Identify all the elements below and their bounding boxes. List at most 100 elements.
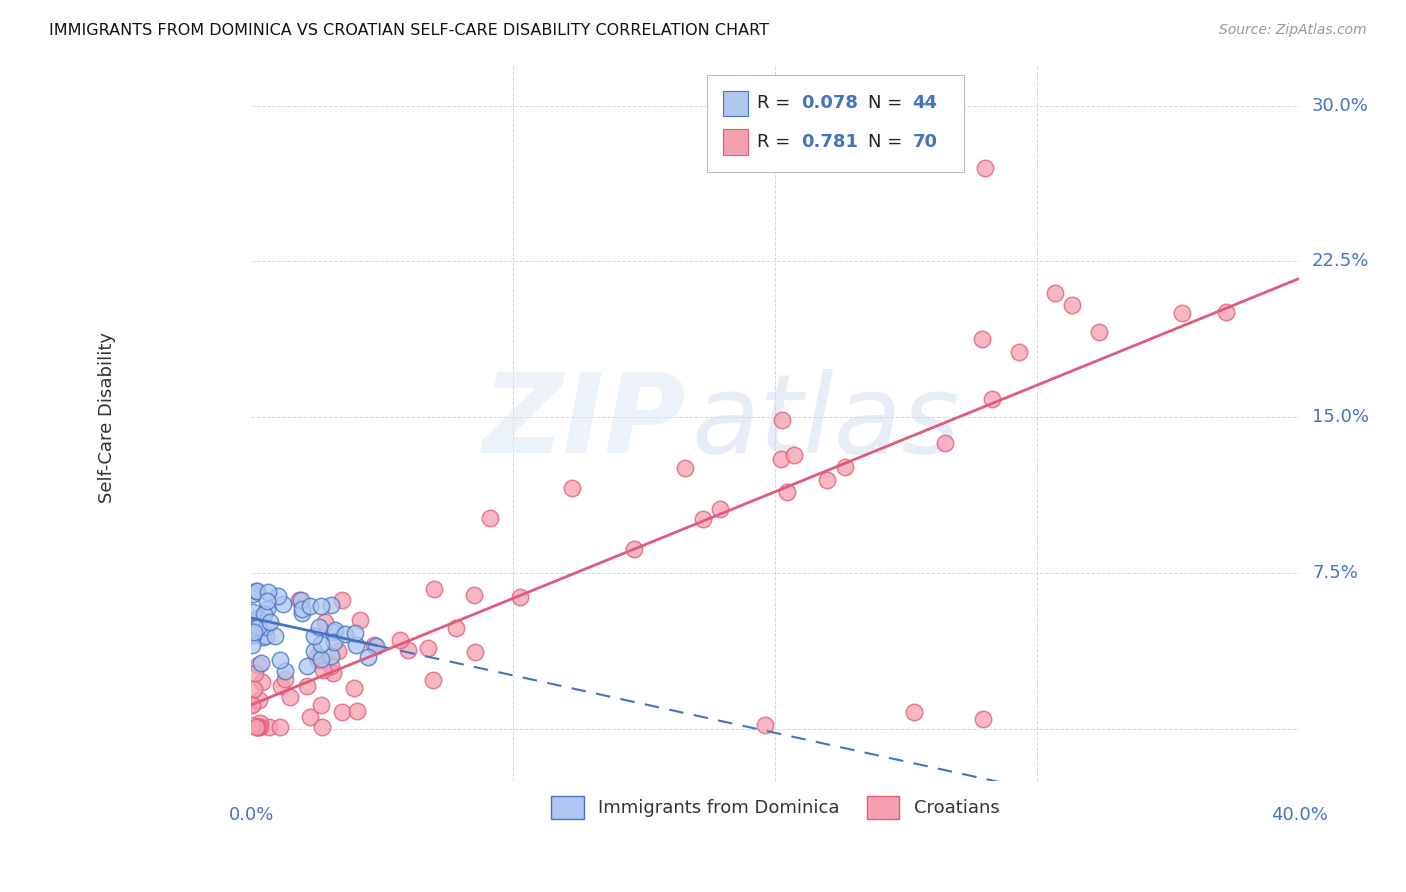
Point: [242, 638, 264, 652]
Point: [290, 606, 312, 620]
Point: [242, 587, 264, 601]
Point: [322, 625, 344, 640]
Point: [623, 542, 645, 557]
Text: R =: R =: [758, 133, 796, 152]
Point: [1007, 345, 1029, 359]
Point: [298, 599, 321, 614]
Point: [321, 659, 343, 673]
Point: [302, 644, 325, 658]
Point: [297, 679, 319, 693]
Text: IMMIGRANTS FROM DOMINICA VS CROATIAN SELF-CARE DISABILITY CORRELATION CHART: IMMIGRANTS FROM DOMINICA VS CROATIAN SEL…: [49, 23, 769, 38]
Point: [349, 613, 371, 627]
Point: [257, 720, 280, 734]
Point: [259, 615, 281, 629]
Point: [1088, 326, 1111, 340]
Point: [1062, 297, 1084, 311]
Point: [297, 659, 319, 673]
Point: [307, 653, 329, 667]
Point: [396, 642, 419, 657]
Point: [321, 666, 343, 681]
Point: [479, 511, 502, 525]
Point: [269, 653, 291, 667]
Point: [264, 629, 287, 643]
Point: [242, 605, 264, 619]
Point: [312, 663, 335, 677]
Point: [299, 710, 322, 724]
Point: [343, 681, 366, 695]
Text: N =: N =: [868, 95, 907, 112]
Point: [245, 666, 267, 681]
Point: [242, 698, 264, 712]
Point: [256, 602, 278, 616]
Point: [249, 716, 271, 731]
Legend: Immigrants from Dominica, Croatians: Immigrants from Dominica, Croatians: [544, 789, 1007, 826]
Bar: [723, 91, 748, 116]
Point: [444, 621, 467, 635]
Point: [769, 452, 792, 467]
Text: atlas: atlas: [692, 369, 960, 476]
Text: 0.781: 0.781: [801, 133, 859, 152]
Point: [245, 720, 267, 734]
Point: [242, 697, 264, 711]
Point: [309, 599, 332, 614]
Point: [311, 652, 333, 666]
Point: [247, 657, 270, 672]
Point: [903, 706, 925, 720]
Text: 0.078: 0.078: [801, 95, 859, 112]
Point: [249, 720, 271, 734]
Point: [322, 635, 344, 649]
Text: 30.0%: 30.0%: [1312, 96, 1369, 114]
Point: [422, 673, 444, 687]
Point: [254, 629, 277, 643]
Point: [464, 645, 486, 659]
Point: [247, 620, 270, 634]
Point: [287, 593, 309, 607]
Point: [311, 720, 333, 734]
Point: [270, 679, 292, 693]
Point: [330, 705, 353, 719]
Point: [319, 598, 342, 612]
Point: [242, 718, 264, 732]
Point: [776, 485, 799, 500]
Point: [256, 594, 278, 608]
Point: [290, 602, 312, 616]
Point: [273, 672, 295, 686]
Point: [357, 650, 380, 665]
Point: [321, 648, 343, 663]
Point: [304, 629, 326, 643]
Point: [561, 482, 583, 496]
Point: [783, 448, 806, 462]
Point: [974, 161, 997, 175]
Point: [418, 641, 440, 656]
Point: [754, 718, 776, 732]
Point: [970, 332, 993, 346]
Point: [243, 682, 266, 697]
Point: [269, 720, 291, 734]
Point: [323, 624, 346, 638]
Text: Source: ZipAtlas.com: Source: ZipAtlas.com: [1219, 23, 1367, 37]
Point: [245, 584, 267, 599]
Point: [389, 632, 412, 647]
Point: [271, 598, 294, 612]
Point: [423, 582, 446, 596]
Text: 70: 70: [912, 133, 938, 152]
Point: [1215, 305, 1237, 319]
Point: [343, 625, 366, 640]
Point: [330, 592, 353, 607]
Point: [250, 656, 273, 670]
Text: Self-Care Disability: Self-Care Disability: [98, 332, 117, 503]
Point: [333, 626, 356, 640]
Point: [344, 638, 367, 652]
Text: 44: 44: [912, 95, 938, 112]
Point: [274, 664, 297, 678]
Point: [309, 698, 332, 713]
Point: [252, 630, 274, 644]
Point: [1043, 286, 1066, 301]
Point: [692, 512, 714, 526]
Point: [834, 459, 856, 474]
Point: [346, 704, 368, 718]
Point: [934, 436, 956, 450]
Text: 22.5%: 22.5%: [1312, 252, 1369, 270]
Point: [509, 591, 531, 605]
Point: [709, 502, 731, 516]
